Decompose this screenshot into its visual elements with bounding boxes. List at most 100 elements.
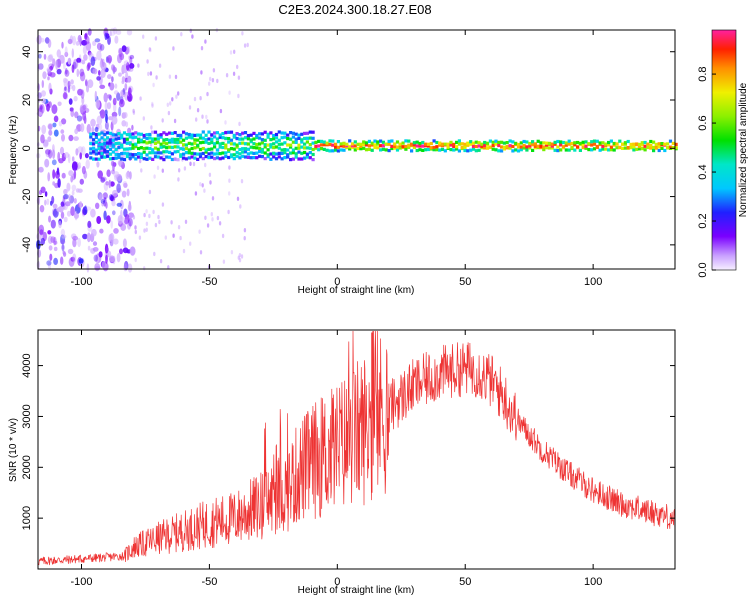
spectrogram-band-cell (145, 133, 149, 137)
spectrogram-noise-cell (40, 186, 46, 194)
spectrogram-band-cell (215, 152, 219, 156)
spectrogram-band-cell (272, 142, 276, 146)
spectrogram-band-cell (111, 156, 115, 161)
spectrogram-band-cell (224, 131, 228, 135)
spectrogram-band-cell (533, 142, 537, 146)
spectrogram-band-cell (573, 143, 577, 147)
spectrogram-band-cell (170, 140, 174, 144)
spectrogram-band-cell (637, 147, 642, 151)
spectrogram-band-cell (277, 138, 281, 142)
spectrogram-noise-cell (86, 123, 92, 134)
snr-x-tick-label: 100 (584, 576, 602, 588)
spectrogram-band-cell (587, 148, 591, 152)
spectrogram-x-tick-label: -100 (70, 276, 92, 288)
spectrogram-band-cell (657, 148, 661, 153)
spectrogram-band-cell (213, 157, 217, 161)
spectrogram-band-cell (390, 146, 394, 151)
spectrogram-band-cell (429, 146, 433, 150)
spectrogram-noise-cell (211, 78, 215, 83)
spectrogram-noise-cell (71, 48, 75, 58)
spectrogram-noise-cell (121, 91, 124, 97)
spectrogram-band-cell (156, 155, 160, 159)
spectrogram-noise-cell (122, 181, 128, 187)
spectrogram-noise-cell (62, 92, 68, 100)
spectrogram-band-cell (395, 140, 400, 144)
spectrogram-y-tick-label: 20 (21, 94, 33, 106)
spectrogram-noise-cell (112, 97, 117, 106)
spectrogram-band-cell (325, 141, 329, 145)
spectrogram-noise-cell (82, 104, 87, 110)
spectrogram-noise-cell (105, 254, 108, 264)
spectrogram-band-cell (609, 139, 613, 143)
spectrogram-band-cell (246, 142, 250, 146)
spectrogram-band-cell (260, 141, 264, 145)
spectrogram-noise-cell (109, 232, 115, 243)
spectrogram-noise-cell (210, 212, 213, 217)
spectrogram-band-cell (137, 152, 141, 156)
spectrogram-noise-cell (228, 178, 231, 183)
spectrogram-band-cell (229, 147, 234, 151)
spectrogram-band-cell (204, 150, 208, 154)
spectrogram-band-cell (252, 131, 256, 135)
spectrogram-band-cell (213, 142, 217, 146)
spectrogram-noise-cell (179, 235, 182, 241)
spectrogram-noise-cell (38, 53, 42, 59)
spectrogram-noise-cell (143, 266, 146, 271)
spectrogram-band-cell (294, 152, 298, 156)
spectrogram-band-cell (168, 140, 172, 144)
spectrogram-noise-cell (76, 115, 83, 122)
spectrogram-band-cell (142, 146, 146, 151)
spectrogram-band-cell (289, 151, 293, 155)
spectrogram-noise-cell (67, 57, 72, 65)
spectrogram-noise-cell (99, 60, 103, 68)
spectrogram-band-cell (615, 142, 619, 146)
spectrogram-band-cell (243, 142, 248, 146)
spectrogram-band-cell (291, 148, 295, 152)
spectrogram-band-cell (547, 146, 552, 150)
spectrogram-band-cell (286, 153, 290, 157)
spectrogram-band-cell (229, 155, 234, 159)
spectrogram-band-cell (184, 136, 188, 140)
spectrogram-noise-cell (71, 190, 75, 196)
spectrogram-band-cell (182, 143, 186, 147)
spectrogram-band-cell (289, 143, 293, 147)
spectrogram-noise-cell (124, 218, 129, 225)
spectrogram-band-cell (201, 157, 205, 161)
spectrogram-band-cell (128, 132, 132, 136)
spectrogram-band-cell (170, 137, 174, 141)
spectrogram-band-cell (274, 140, 279, 144)
spectrogram-band-cell (654, 142, 658, 146)
spectrogram-band-cell (350, 145, 355, 150)
spectrogram-band-cell (314, 140, 318, 144)
spectrogram-noise-cell (110, 220, 113, 229)
spectrogram-band-cell (424, 142, 428, 146)
spectrogram-band-cell (266, 155, 270, 159)
spectrogram-band-cell (269, 131, 273, 135)
spectrogram-band-cell (227, 137, 231, 141)
spectrogram-noise-cell (178, 168, 181, 173)
spectrogram-band-cell (176, 140, 180, 145)
spectrogram-band-cell (280, 136, 284, 140)
spectrogram-band-cell (215, 141, 219, 145)
colorbar-label: Normalized spectral amplitude (738, 82, 749, 217)
spectrogram-band-cell (671, 141, 675, 145)
spectrogram-noise-cell (107, 55, 113, 64)
spectrogram-band-cell (252, 156, 256, 160)
spectrogram-band-cell (322, 143, 326, 147)
spectrogram-band-cell (232, 135, 236, 139)
spectrogram-band-cell (435, 145, 439, 149)
spectrogram-band-cell (198, 141, 203, 145)
spectrogram-noise-cell (61, 245, 65, 250)
spectrogram-band-cell (106, 150, 110, 154)
spectrogram-noise-cell (180, 32, 183, 37)
spectrogram-noise-cell (48, 82, 52, 93)
spectrogram-band-cell (120, 143, 124, 147)
spectrogram-noise-cell (76, 68, 80, 78)
spectrogram-band-cell (142, 135, 146, 139)
spectrogram-noise-cell (45, 149, 51, 155)
spectrogram-band-cell (142, 150, 146, 154)
spectrogram-band-cell (139, 152, 143, 156)
spectrogram-noise-cell (90, 56, 96, 67)
spectrogram-band-cell (128, 147, 132, 151)
spectrogram-band-cell (305, 140, 309, 144)
